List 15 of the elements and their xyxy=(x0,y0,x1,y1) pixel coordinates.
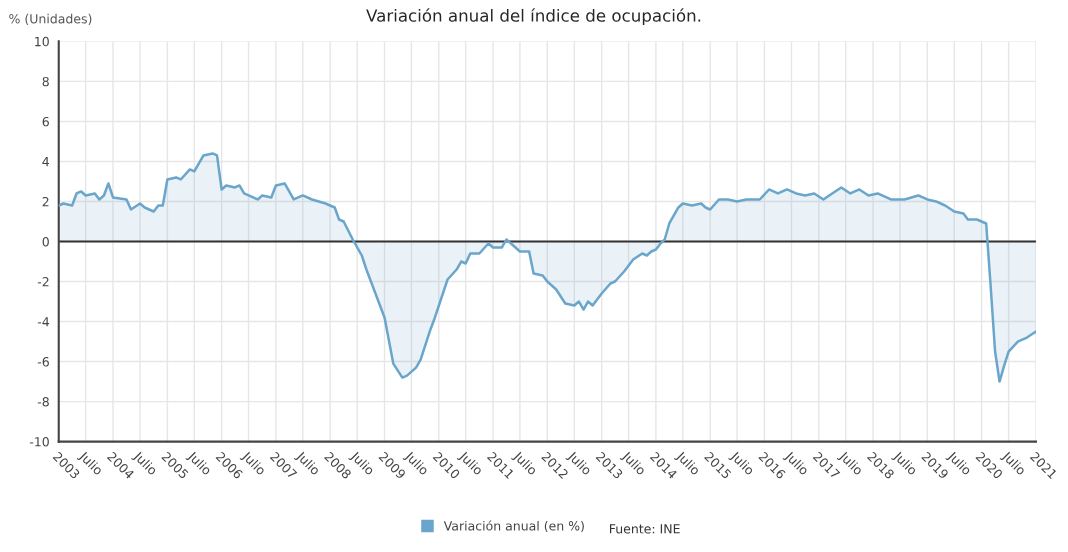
chart-title: Variación anual del índice de ocupación. xyxy=(366,8,701,26)
y-tick-label: 10 xyxy=(35,36,49,47)
y-tick-label: -6 xyxy=(37,357,49,367)
y-tick-label: -10 xyxy=(29,437,49,447)
y-tick-label: 6 xyxy=(42,116,49,127)
legend-label: Variación anual (en %) xyxy=(443,520,584,533)
y-tick-label: -4 xyxy=(37,317,50,327)
y-tick-label: 0 xyxy=(42,236,49,247)
y-tick-label: 4 xyxy=(42,157,50,167)
y-tick-label: 8 xyxy=(42,76,49,87)
y-tick-label: -2 xyxy=(37,276,49,287)
source-note: Fuente: INE xyxy=(609,524,680,534)
y-tick-label: -8 xyxy=(37,397,49,407)
y-axis-title: % (Unidades) xyxy=(9,13,92,25)
y-tick-label: 2 xyxy=(42,196,49,207)
